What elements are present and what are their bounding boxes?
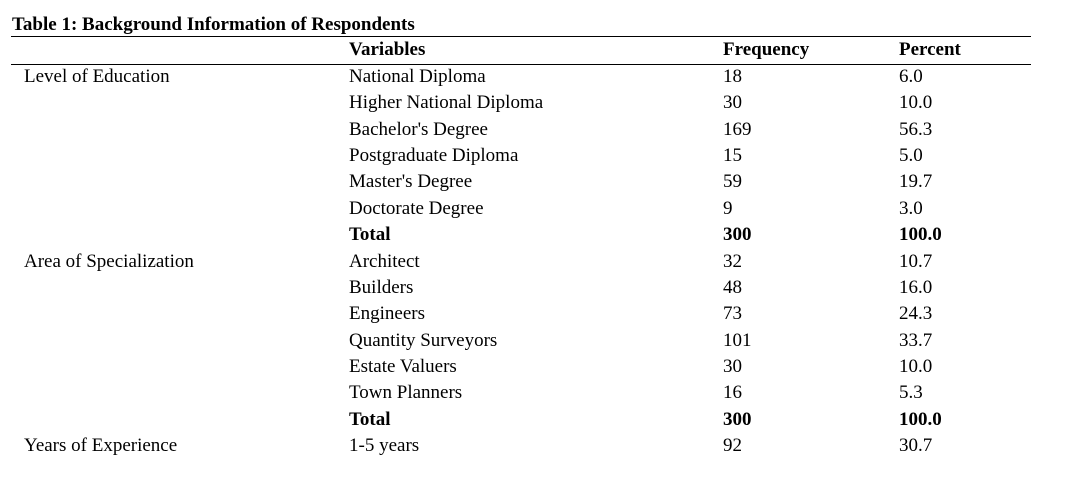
variable-cell: Bachelor's Degree — [349, 118, 488, 140]
percent-cell: 10.7 — [899, 250, 933, 272]
percent-cell: 24.3 — [899, 303, 933, 325]
percent-cell: 100.0 — [899, 224, 942, 246]
frequency-cell: 169 — [723, 118, 752, 140]
frequency-cell: 300 — [723, 224, 752, 246]
group-cell: Area of Specialization — [24, 250, 194, 272]
table-row: Master's Degree 59 19.7 — [0, 169, 1079, 195]
variable-cell: Builders — [349, 276, 414, 298]
percent-cell: 5.3 — [899, 382, 923, 404]
frequency-cell: 30 — [723, 355, 742, 377]
table-row: Bachelor's Degree 169 56.3 — [0, 117, 1079, 143]
frequency-cell: 18 — [723, 66, 742, 87]
table-row: Quantity Surveyors 101 33.7 — [0, 328, 1079, 354]
variable-cell: Doctorate Degree — [349, 197, 484, 219]
percent-cell: 33.7 — [899, 329, 933, 351]
frequency-cell: 92 — [723, 435, 742, 457]
variable-cell: Higher National Diploma — [349, 92, 544, 114]
table-row: Postgraduate Diploma 15 5.0 — [0, 143, 1079, 169]
percent-cell: 3.0 — [899, 197, 923, 219]
variable-cell: Master's Degree — [349, 171, 473, 193]
frequency-cell: 16 — [723, 382, 742, 404]
group-cell: Level of Education — [24, 66, 170, 87]
percent-cell: 16.0 — [899, 276, 933, 298]
variable-cell: National Diploma — [349, 66, 486, 87]
table-row: Level of Education National Diploma 18 6.0 — [0, 64, 1079, 90]
frequency-cell: 15 — [723, 145, 742, 167]
table-title: Table 1: Background Information of Respo… — [12, 14, 415, 35]
variable-cell: 1-5 years — [349, 435, 420, 457]
frequency-cell: 48 — [723, 276, 742, 298]
percent-cell: 19.7 — [899, 171, 933, 193]
percent-cell: 6.0 — [899, 66, 923, 87]
percent-cell: 5.0 — [899, 145, 923, 167]
table-total-row: Total 300 100.0 — [0, 222, 1079, 248]
variable-cell: Estate Valuers — [349, 355, 457, 377]
header-bottom-rule — [11, 64, 1031, 65]
table-row: Estate Valuers 30 10.0 — [0, 354, 1079, 380]
table-row: Years of Experience 1-5 years 92 30.7 — [0, 433, 1079, 459]
frequency-cell: 73 — [723, 303, 742, 325]
percent-cell: 10.0 — [899, 355, 933, 377]
variable-cell: Total — [349, 408, 391, 430]
table-total-row: Total 300 100.0 — [0, 407, 1079, 433]
percent-cell: 56.3 — [899, 118, 933, 140]
percent-cell: 100.0 — [899, 408, 942, 430]
variable-cell: Engineers — [349, 303, 425, 325]
variable-cell: Postgraduate Diploma — [349, 145, 519, 167]
header-variables: Variables — [349, 39, 426, 60]
variable-cell: Town Planners — [349, 382, 463, 404]
frequency-cell: 32 — [723, 250, 742, 272]
variable-cell: Total — [349, 224, 391, 246]
frequency-cell: 101 — [723, 329, 752, 351]
header-frequency: Frequency — [723, 39, 810, 60]
percent-cell: 30.7 — [899, 435, 933, 457]
table-top-rule — [11, 36, 1031, 37]
header-percent: Percent — [899, 39, 961, 60]
table-row: Builders 48 16.0 — [0, 275, 1079, 301]
frequency-cell: 30 — [723, 92, 742, 114]
table-row: Town Planners 16 5.3 — [0, 380, 1079, 406]
table-row: Engineers 73 24.3 — [0, 301, 1079, 327]
table-row: Higher National Diploma 30 10.0 — [0, 90, 1079, 116]
frequency-cell: 300 — [723, 408, 752, 430]
frequency-cell: 59 — [723, 171, 742, 193]
percent-cell: 10.0 — [899, 92, 933, 114]
table-row: Doctorate Degree 9 3.0 — [0, 196, 1079, 222]
group-cell: Years of Experience — [24, 435, 178, 457]
variable-cell: Architect — [349, 250, 420, 272]
table-row: Area of Specialization Architect 32 10.7 — [0, 249, 1079, 275]
variable-cell: Quantity Surveyors — [349, 329, 498, 351]
frequency-cell: 9 — [723, 197, 733, 219]
